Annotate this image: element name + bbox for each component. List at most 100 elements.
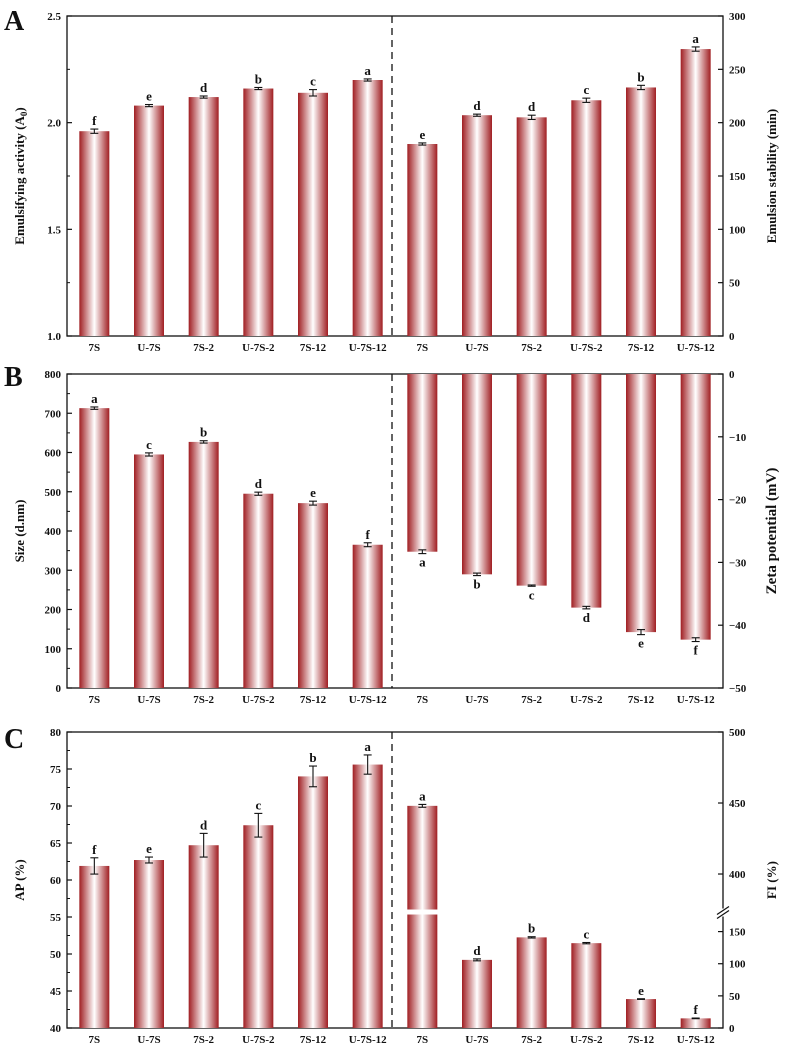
axis-break-mark <box>716 910 730 920</box>
left-significance-letter: a <box>364 739 371 754</box>
category-label: 7S <box>417 1034 429 1046</box>
right-tick-label: 150 <box>729 171 746 183</box>
right-tick-label: 100 <box>729 224 746 236</box>
right-bar-U-7S-2 <box>571 943 602 1028</box>
right-significance-letter: d <box>473 98 481 113</box>
left-significance-letter: b <box>255 71 262 86</box>
left-tick-label: 800 <box>45 369 62 381</box>
right-tick-label: 50 <box>729 278 741 290</box>
right-bar-7S-12 <box>626 374 656 633</box>
category-label: 7S <box>89 694 101 706</box>
panel-b-size-zeta-chart: 0 100 200 300 400 500 600 700 800 −50 −40 −30 −20 −10… <box>12 369 780 706</box>
right-tick-label: 200 <box>729 118 746 130</box>
category-label: U-7S <box>137 694 160 706</box>
left-tick-label: 0 <box>56 683 62 695</box>
right-bar-U-7S <box>462 959 492 1028</box>
left-bar-7S-12 <box>298 776 328 1028</box>
right-significance-letter: e <box>419 127 425 142</box>
category-label: 7S <box>417 694 429 706</box>
category-label: U-7S <box>465 1034 488 1046</box>
right-significance-letter: e <box>638 636 644 651</box>
left-bar-7S-2 <box>188 845 219 1028</box>
left-significance-letter: d <box>200 80 208 95</box>
right-tick-label: 50 <box>729 991 741 1003</box>
category-label: U-7S-2 <box>242 342 275 354</box>
right-bar-U-7S-12 <box>680 1018 711 1028</box>
right-tick-label: 500 <box>729 727 746 739</box>
right-bar-7S-2 <box>516 374 547 586</box>
left-tick-label: 1.5 <box>47 224 61 236</box>
category-label: U-7S-2 <box>570 1034 603 1046</box>
left-significance-letter: c <box>255 797 261 812</box>
left-significance-letter: a <box>364 63 371 78</box>
right-bar-7S-12 <box>626 999 656 1028</box>
category-label: 7S-12 <box>300 694 327 706</box>
panel-label-C: C <box>4 724 24 755</box>
category-label: U-7S-12 <box>677 342 715 354</box>
right-tick-label: 450 <box>729 798 746 810</box>
left-bar-7S-12 <box>298 503 328 688</box>
category-label: U-7S-2 <box>242 1034 275 1046</box>
category-label: 7S-2 <box>193 1034 214 1046</box>
right-tick-label: 100 <box>729 959 746 971</box>
category-label: U-7S-12 <box>677 694 715 706</box>
left-bar-U-7S <box>134 860 164 1028</box>
category-label: 7S <box>417 342 429 354</box>
right-significance-letter: b <box>473 577 480 592</box>
left-tick-label: 45 <box>50 986 62 998</box>
left-bar-7S-12 <box>298 92 328 336</box>
panel-label-A: A <box>4 6 25 37</box>
right-significance-letter: c <box>583 82 589 97</box>
left-significance-letter: f <box>92 113 97 128</box>
category-label: 7S-12 <box>628 694 655 706</box>
left-significance-letter: c <box>146 437 152 452</box>
right-tick-label: −40 <box>729 620 747 632</box>
category-label: 7S-12 <box>300 342 327 354</box>
right-significance-letter: f <box>693 643 698 658</box>
left-bar-7S <box>79 131 110 336</box>
right-significance-letter: d <box>473 943 481 958</box>
left-tick-label: 65 <box>50 838 62 850</box>
category-label: 7S-2 <box>521 342 542 354</box>
right-significance-letter: a <box>419 788 426 803</box>
left-bar-U-7S-12 <box>352 764 383 1028</box>
left-axis-label: Size (d.nm) <box>12 500 27 563</box>
category-label: 7S <box>89 1034 101 1046</box>
left-tick-label: 400 <box>45 526 62 538</box>
left-axis-label: AP (%) <box>12 859 27 901</box>
category-label: U-7S <box>137 1034 160 1046</box>
category-label: U-7S <box>465 694 488 706</box>
category-label: U-7S <box>465 342 488 354</box>
right-bar-U-7S-2 <box>571 100 602 337</box>
right-tick-label: 300 <box>729 11 746 23</box>
right-bar-U-7S-2 <box>571 374 602 608</box>
axis-break-mark <box>716 906 730 916</box>
category-label: U-7S-12 <box>349 342 387 354</box>
left-significance-letter: a <box>91 391 98 406</box>
right-significance-letter: d <box>528 99 536 114</box>
right-tick-label: 0 <box>729 331 735 343</box>
right-tick-label: −10 <box>729 432 747 444</box>
category-label: 7S-12 <box>300 1034 327 1046</box>
left-significance-letter: f <box>365 527 370 542</box>
left-tick-label: 200 <box>45 605 62 617</box>
right-significance-letter: c <box>529 587 535 602</box>
left-tick-label: 70 <box>50 801 62 813</box>
left-significance-letter: b <box>200 425 207 440</box>
right-significance-letter: d <box>583 610 591 625</box>
right-axis-label: Zeta potential (mV) <box>764 468 780 595</box>
right-bar-U-7S-12 <box>680 49 711 337</box>
bar-break-gap <box>406 909 439 915</box>
left-bar-U-7S-12 <box>352 544 383 688</box>
left-tick-label: 1.0 <box>47 331 61 343</box>
left-tick-label: 100 <box>45 644 62 656</box>
right-significance-letter: b <box>637 69 644 84</box>
left-significance-letter: f <box>92 842 97 857</box>
left-bar-U-7S-2 <box>243 825 274 1028</box>
category-label: 7S-2 <box>521 694 542 706</box>
right-tick-label: −50 <box>729 683 747 695</box>
category-label: 7S-12 <box>628 1034 655 1046</box>
category-label: U-7S <box>137 342 160 354</box>
right-tick-label: 0 <box>729 1023 735 1035</box>
